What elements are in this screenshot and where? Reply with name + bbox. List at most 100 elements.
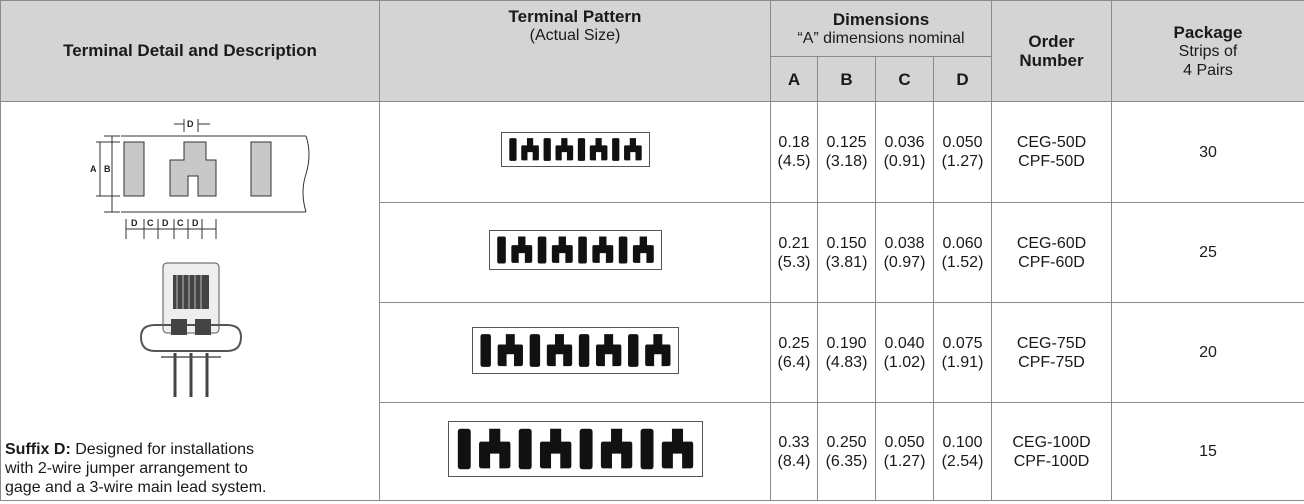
dim-d-cell: 0.075 (1.91) <box>933 302 992 403</box>
dim-c-cell: 0.038 (0.97) <box>875 202 934 303</box>
header-package-sub1: Strips of <box>1178 42 1238 60</box>
terminal-fork-pad <box>539 428 571 469</box>
diagram-label-c1: C <box>147 218 154 228</box>
dim-d-mm: (1.91) <box>941 353 984 371</box>
dim-b-cell: 0.125 (3.18) <box>817 101 876 203</box>
terminal-dimension-diagram: D A B D C D C D <box>90 119 310 239</box>
diagram-label-a: A <box>90 164 97 174</box>
header-col-b: B <box>817 56 876 102</box>
terminal-bar <box>457 428 471 470</box>
order-number-cell: CEG-100D CPF-100D <box>991 402 1112 501</box>
terminal-pattern-cell <box>379 101 771 203</box>
package-cell: 20 <box>1111 302 1304 403</box>
header-terminal-pattern: Terminal Pattern (Actual Size) <box>379 0 771 102</box>
dim-d-mm: (1.52) <box>941 253 984 271</box>
terminal-pattern-icon <box>496 236 654 264</box>
terminal-bar <box>543 138 551 161</box>
terminal-fork-pad <box>623 138 642 161</box>
order-number-cpf: CPF-50D <box>1018 153 1085 170</box>
terminal-bar <box>627 333 638 367</box>
dim-c-mm: (1.27) <box>883 452 926 470</box>
order-number-ceg: CEG-50D <box>1016 134 1087 151</box>
order-number-ceg: CEG-100D <box>1012 433 1091 451</box>
suffix-description: Suffix D: Designed for installations wit… <box>5 440 266 497</box>
dim-d: 0.050 <box>942 134 983 151</box>
terminal-fork-pad <box>632 236 654 263</box>
terminal-fork-pad <box>497 333 523 366</box>
terminal-fork-pad <box>591 236 613 263</box>
terminal-pattern-cell <box>379 302 771 403</box>
header-terminal-pattern-label: Terminal Pattern <box>508 7 642 26</box>
terminal-bar <box>579 428 593 470</box>
strain-gage-illustration <box>139 262 243 397</box>
terminal-fork-pad <box>546 333 572 366</box>
dim-a-mm: (8.4) <box>777 452 811 470</box>
order-number-ceg: CEG-75D <box>1016 334 1087 352</box>
header-terminal-pattern-sub: (Actual Size) <box>529 27 621 44</box>
terminal-pattern-strip <box>488 230 662 270</box>
dim-a: 0.18 <box>778 134 810 151</box>
header-package-label: Package <box>1173 22 1243 42</box>
header-order-line2: Number <box>1019 51 1084 70</box>
diagram-label-d-top: D <box>187 119 194 129</box>
terminal-bar <box>479 333 491 367</box>
header-package-sub2: 4 Pairs <box>1183 61 1233 79</box>
header-dimensions-sub: “A” dimensions nominal <box>797 29 965 47</box>
dim-b-mm: (3.18) <box>825 153 868 170</box>
terminal-pattern-strip <box>500 132 650 167</box>
header-package: Package Strips of 4 Pairs <box>1111 0 1304 102</box>
terminal-pattern-cell <box>379 402 771 501</box>
header-terminal-detail-label: Terminal Detail and Description <box>63 41 317 60</box>
order-number-cpf: CPF-100D <box>1013 452 1090 470</box>
dim-d: 0.100 <box>942 433 983 451</box>
suffix-label: Suffix D: <box>5 441 71 458</box>
terminal-bar <box>508 138 517 161</box>
terminal-pattern-strip <box>471 326 679 374</box>
dim-b-cell: 0.150 (3.81) <box>817 202 876 303</box>
dim-a: 0.25 <box>778 334 810 352</box>
package-cell: 25 <box>1111 202 1304 303</box>
terminal-bar <box>640 428 653 470</box>
header-terminal-detail: Terminal Detail and Description <box>0 0 380 102</box>
dim-c-mm: (0.97) <box>883 253 926 271</box>
terminal-bar <box>618 236 627 264</box>
dim-c: 0.040 <box>884 334 925 352</box>
terminal-pattern-icon <box>508 138 642 161</box>
dim-b: 0.250 <box>826 433 867 451</box>
dim-d-cell: 0.060 (1.52) <box>933 202 992 303</box>
diagram-label-d3: D <box>192 218 199 228</box>
terminal-bar <box>577 236 587 264</box>
terminal-fork-pad <box>589 138 607 161</box>
dim-b-cell: 0.250 (6.35) <box>817 402 876 501</box>
dim-b: 0.125 <box>826 134 867 151</box>
terminal-bar <box>529 333 540 367</box>
dim-a-cell: 0.25 (6.4) <box>770 302 818 403</box>
order-number-cpf: CPF-75D <box>1018 353 1085 371</box>
table-row: 0.21 (5.3) 0.150 (3.81) 0.038 (0.97) 0.060(… <box>1 202 1304 303</box>
terminal-bar <box>496 236 506 264</box>
dim-c-cell: 0.036 (0.91) <box>875 101 934 203</box>
table-row: D A B D C D C D <box>0 101 1304 501</box>
terminal-fork-pad <box>661 428 693 469</box>
dim-a-mm: (5.3) <box>777 253 811 271</box>
terminal-fork-pad <box>510 236 532 263</box>
dim-b-cell: 0.190 (4.83) <box>817 302 876 403</box>
dim-c: 0.050 <box>884 433 925 451</box>
dim-d-cell: 0.050 (1.27) <box>933 101 992 203</box>
terminal-pattern-icon <box>457 428 693 470</box>
header-dimensions-label: Dimensions <box>832 9 930 29</box>
dim-d-mm: (2.54) <box>941 452 984 470</box>
terminal-fork-pad <box>595 333 621 366</box>
terminal-fork-pad <box>644 333 671 366</box>
dim-b-mm: (4.83) <box>825 353 868 371</box>
dim-c-mm: (0.91) <box>883 153 926 170</box>
dim-c-cell: 0.040 (1.02) <box>875 302 934 403</box>
order-number-cpf: CPF-60D <box>1018 253 1085 271</box>
diagram-label-d2: D <box>162 218 169 228</box>
dim-d: 0.075 <box>942 334 983 352</box>
terminal-bar <box>611 138 619 161</box>
dim-a-cell: 0.21 (5.3) <box>770 202 818 303</box>
order-number-ceg: CEG-60D <box>1016 234 1087 252</box>
terminal-fork-pad <box>551 236 573 263</box>
